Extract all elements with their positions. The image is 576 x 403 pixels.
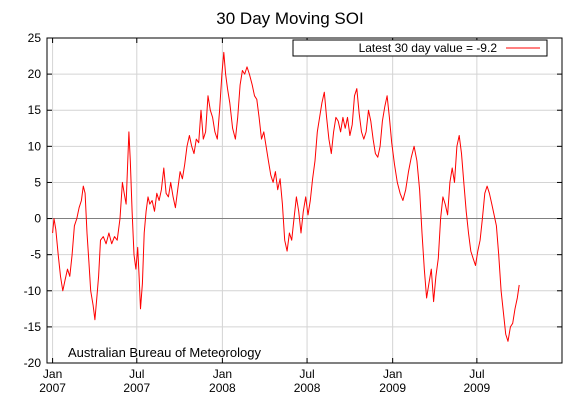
x-tick-label: Jan bbox=[383, 367, 402, 381]
x-tick-label: 2008 bbox=[209, 381, 236, 395]
y-tick-label: 15 bbox=[28, 103, 42, 117]
y-tick-label: -10 bbox=[24, 284, 42, 298]
x-tick-label: 2007 bbox=[39, 381, 66, 395]
x-tick-label: Jul bbox=[469, 367, 484, 381]
y-tick-label: 20 bbox=[28, 67, 42, 81]
series-layer bbox=[52, 51, 520, 342]
x-tick-label: 2009 bbox=[464, 381, 491, 395]
x-tick-label: Jan bbox=[43, 367, 62, 381]
x-tick-label: 2008 bbox=[294, 381, 321, 395]
y-tick-label: 10 bbox=[28, 139, 42, 153]
y-tick-label: 0 bbox=[34, 212, 41, 226]
y-tick-label: -5 bbox=[30, 248, 41, 262]
x-tick-label: 2007 bbox=[123, 381, 150, 395]
soi-series-line bbox=[52, 51, 520, 342]
legend: Latest 30 day value = -9.2 bbox=[292, 39, 548, 57]
x-tick-label: Jan bbox=[213, 367, 232, 381]
y-tick-label: -20 bbox=[24, 356, 42, 370]
legend-box bbox=[292, 39, 548, 57]
x-tick-label: 2009 bbox=[379, 381, 406, 395]
y-tick-label: 25 bbox=[28, 31, 42, 45]
plot-frame bbox=[46, 37, 563, 364]
legend-label: Latest 30 day value = -9.2 bbox=[359, 41, 498, 55]
axes: -20-15-10-50510152025Jan2007Jul2007Jan20… bbox=[24, 31, 562, 395]
credit-text: Australian Bureau of Meteorology bbox=[68, 345, 261, 360]
x-tick-label: Jul bbox=[129, 367, 144, 381]
x-tick-label: Jul bbox=[299, 367, 314, 381]
y-tick-label: 5 bbox=[34, 175, 41, 189]
y-tick-label: -15 bbox=[24, 320, 42, 334]
chart-title: 30 Day Moving SOI bbox=[216, 9, 363, 28]
